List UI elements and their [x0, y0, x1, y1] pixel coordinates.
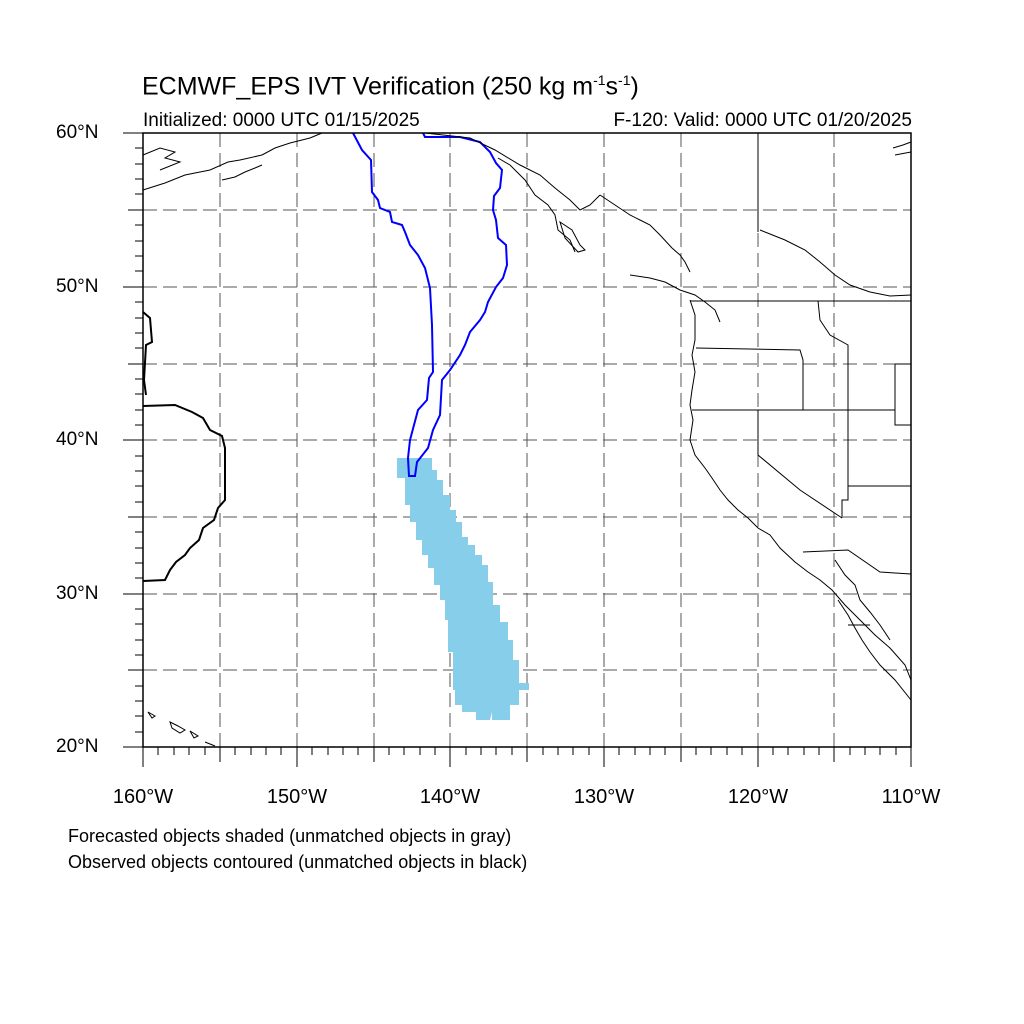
- lon-label-140w: 140°W: [419, 786, 481, 808]
- forecast-object-matched: [397, 458, 529, 720]
- legend-observed: Observed objects contoured (unmatched ob…: [68, 852, 528, 872]
- lon-label-120w: 120°W: [727, 786, 789, 808]
- grid-lines: [143, 133, 911, 747]
- coastlines: [142, 132, 912, 747]
- axis-ticks: [123, 132, 912, 767]
- lon-label-130w: 130°W: [573, 786, 635, 808]
- observed-object-unmatched-1: [142, 311, 154, 396]
- lon-label-110w: 110°W: [881, 786, 941, 808]
- lat-label-60n: 60°N: [56, 122, 99, 143]
- observed-object-matched: [352, 132, 509, 477]
- lat-label-20n: 20°N: [56, 736, 99, 757]
- lat-label-50n: 50°N: [56, 276, 99, 297]
- lon-label-150w: 150°W: [266, 786, 328, 808]
- chart-title: ECMWF_EPS IVT Verification (250 kg m-1s-…: [142, 72, 639, 101]
- lat-label-30n: 30°N: [56, 583, 99, 604]
- lon-label-160w: 160°W: [112, 786, 174, 808]
- lat-label-40n: 40°N: [56, 429, 99, 450]
- observed-object-unmatched-2: [142, 403, 226, 582]
- political-boundaries: [690, 133, 912, 626]
- valid-time: F-120: Valid: 0000 UTC 01/20/2025: [613, 110, 912, 131]
- legend-forecast: Forecasted objects shaded (unmatched obj…: [68, 826, 512, 846]
- initialized-time: Initialized: 0000 UTC 01/15/2025: [143, 110, 420, 131]
